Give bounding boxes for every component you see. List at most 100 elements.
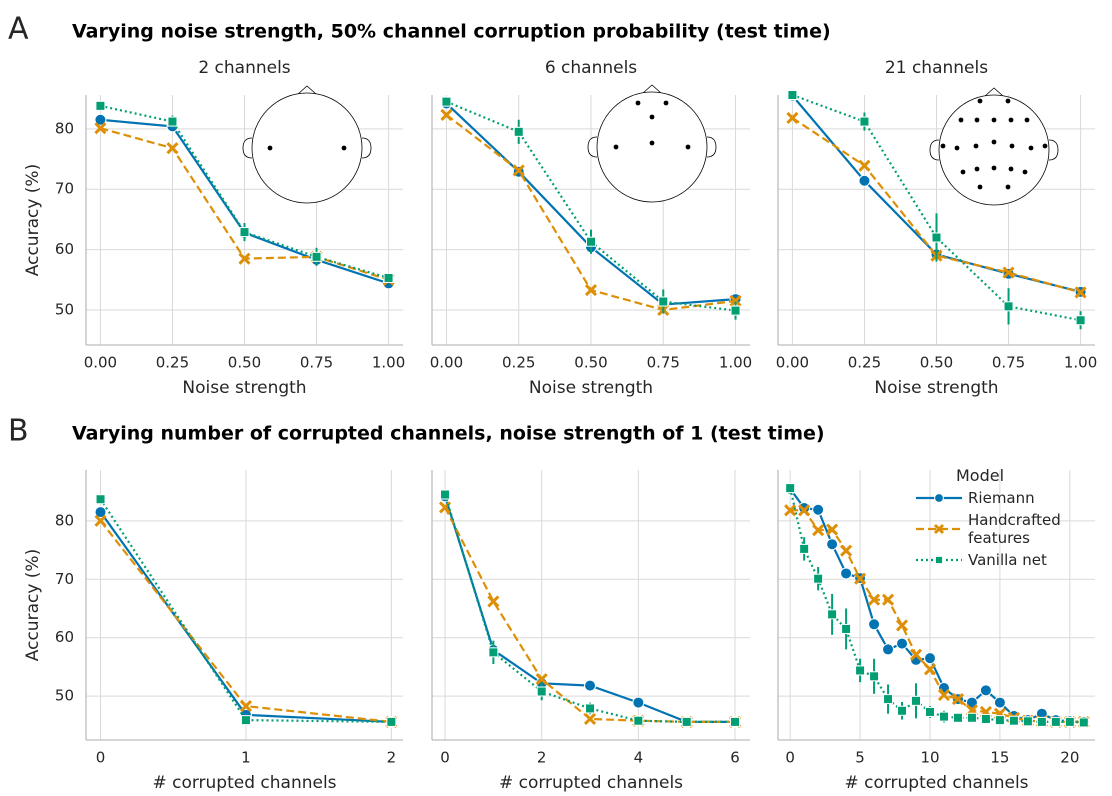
marker	[787, 90, 798, 100]
marker	[826, 538, 839, 551]
section-title: Varying noise strength, 50% channel corr…	[72, 21, 831, 43]
marker	[94, 122, 107, 135]
x-tick-label: 4	[634, 749, 644, 767]
marker	[586, 236, 596, 247]
marker	[827, 609, 838, 620]
electrode	[991, 117, 997, 123]
marker	[440, 489, 451, 500]
x-tick-label: 0.00	[430, 354, 463, 372]
electrode	[267, 145, 273, 151]
marker	[952, 712, 963, 723]
electrode	[1005, 184, 1011, 190]
x-tick-label: 0	[785, 749, 795, 767]
head-schematic	[242, 85, 372, 204]
x-tick-label: 0.50	[574, 354, 607, 372]
marker	[813, 573, 824, 584]
marker	[897, 705, 908, 716]
marker	[167, 116, 178, 127]
marker	[1078, 717, 1089, 728]
x-tick-label: 10	[920, 749, 939, 767]
head-schematic	[929, 87, 1059, 206]
marker	[1002, 266, 1015, 279]
series-line	[790, 509, 1084, 723]
electrode	[649, 114, 655, 120]
y-tick-label: 80	[55, 511, 74, 529]
series-line	[99, 498, 392, 723]
y-tick-label: 70	[55, 570, 74, 588]
marker	[924, 706, 935, 717]
electrode	[685, 144, 691, 150]
marker	[785, 483, 796, 494]
marker	[934, 555, 944, 565]
legend-swatch	[916, 493, 962, 503]
legend-swatch	[916, 523, 962, 535]
marker	[239, 700, 253, 713]
marker	[937, 688, 951, 702]
electrode	[974, 166, 980, 172]
marker	[911, 695, 922, 706]
marker	[729, 294, 742, 307]
marker	[826, 523, 839, 536]
x-tick-label: 0.25	[848, 354, 881, 372]
head-nose	[642, 84, 662, 94]
x-tick-label: 0.25	[156, 354, 189, 372]
x-tick-label: 0.25	[502, 354, 535, 372]
marker	[584, 679, 597, 692]
electrode	[1024, 117, 1030, 123]
x-tick-label: 15	[990, 749, 1009, 767]
axes: 0 5 10 15 20 # corrupted channels	[777, 470, 1095, 793]
electrode	[649, 140, 655, 146]
x-axis-label: Noise strength	[529, 378, 653, 398]
marker	[841, 623, 852, 634]
legend-label: Riemann	[968, 489, 1035, 507]
marker	[1075, 315, 1086, 326]
marker	[536, 686, 547, 697]
marker	[94, 514, 107, 527]
marker	[1036, 716, 1047, 727]
marker	[923, 652, 936, 665]
marker	[441, 96, 452, 107]
marker	[633, 715, 644, 726]
panel-letter: A	[8, 12, 29, 47]
head-outline	[596, 91, 708, 203]
marker	[1074, 286, 1087, 299]
series-line	[791, 117, 1081, 294]
electrode	[974, 117, 980, 123]
marker	[585, 703, 596, 714]
x-tick-label: 0.00	[84, 354, 117, 372]
marker	[938, 711, 949, 722]
x-tick-label: 0.00	[776, 354, 809, 372]
marker	[798, 504, 811, 517]
marker	[869, 671, 880, 682]
legend-swatch	[916, 555, 962, 565]
x-tick-label: 0	[96, 749, 106, 767]
marker	[909, 648, 923, 661]
electrode	[1042, 143, 1048, 149]
marker	[784, 504, 797, 517]
y-tick-label: 70	[55, 180, 74, 198]
axes: 0.00 0.25 0.50 0.75 1.00 21 channels Noise str…	[776, 58, 1098, 398]
head-nose	[984, 87, 1004, 97]
electrode	[958, 117, 964, 123]
marker	[951, 693, 965, 706]
marker	[934, 493, 944, 503]
head-ear	[929, 139, 940, 161]
x-tick-label: 0.75	[992, 354, 1025, 372]
electrode	[977, 98, 983, 104]
marker	[583, 712, 597, 726]
y-tick-label: 50	[55, 300, 74, 318]
y-tick-label: 80	[55, 119, 74, 137]
electrode	[960, 169, 966, 175]
legend-entry: Handcrafted features	[912, 511, 1108, 547]
electrode	[1005, 98, 1011, 104]
head-ear	[361, 137, 372, 159]
head-outline	[938, 94, 1050, 206]
marker	[923, 663, 937, 676]
marker	[799, 543, 810, 554]
electrode	[1028, 145, 1034, 151]
x-tick-label: 5	[855, 749, 865, 767]
marker	[798, 501, 811, 514]
section-title: Varying number of corrupted channels, no…	[72, 423, 825, 445]
electrode	[613, 144, 619, 150]
